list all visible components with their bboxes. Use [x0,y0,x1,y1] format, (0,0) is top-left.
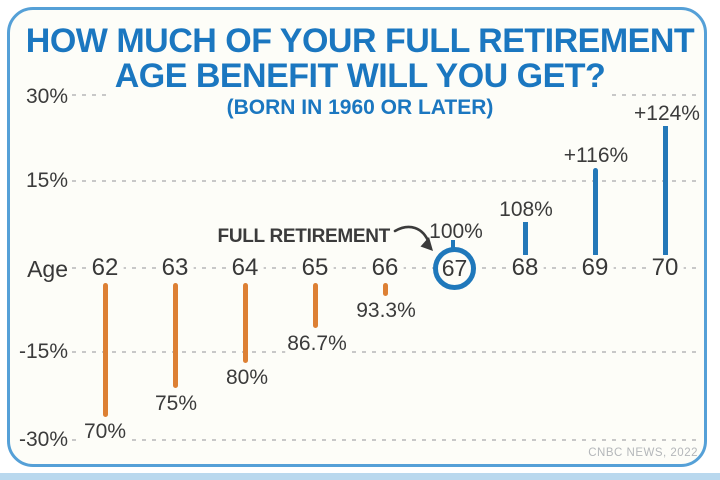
age-tick-69: 69 [576,255,614,281]
value-label-65: 86.7% [285,332,349,356]
value-label-63: 75% [152,392,200,416]
bar-age-69 [593,168,598,257]
value-label-68: 108% [497,198,555,222]
value-label-70: +124% [632,102,702,126]
gridline-plus30 [72,94,700,96]
ytick-minus15: -15% [18,340,68,363]
value-label-64: 80% [223,366,271,390]
value-label-66: 93.3% [354,299,418,323]
age-tick-68: 68 [506,255,544,281]
age-tick-63: 63 [156,255,194,281]
bar-age-63 [173,283,178,388]
bar-age-66 [383,283,388,296]
age-tick-65: 65 [296,255,334,281]
age-tick-66: 66 [366,255,404,281]
full-retirement-circle: 67 [433,247,476,290]
bar-age-65 [313,283,318,328]
age-tick-67: 67 [441,255,468,281]
gridline-minus15 [72,351,700,353]
ytick-plus15: 15% [25,169,68,192]
bar-age-62 [103,283,108,417]
bar-age-70 [663,123,668,257]
source-credit: CNBC NEWS, 2022 [588,447,698,459]
age-tick-62: 62 [86,255,124,281]
card-bottom-shadow [0,473,720,480]
bar-age-64 [243,283,248,363]
age-tick-70: 70 [646,255,684,281]
x-axis-title: Age [27,256,68,282]
ytick-plus30: 30% [25,85,68,108]
curved-arrow-icon [393,225,433,251]
gridline-minus30 [72,439,700,441]
bar-age-68 [523,216,528,257]
gridline-plus15 [72,180,700,182]
value-label-69: +116% [561,144,631,168]
full-retirement-stub [451,240,455,249]
value-label-67: 100% [427,220,485,244]
ytick-minus30: -30% [18,428,68,451]
full-retirement-annotation: FULL RETIREMENT [217,226,391,247]
value-label-62: 70% [81,420,129,444]
age-tick-64: 64 [226,255,264,281]
